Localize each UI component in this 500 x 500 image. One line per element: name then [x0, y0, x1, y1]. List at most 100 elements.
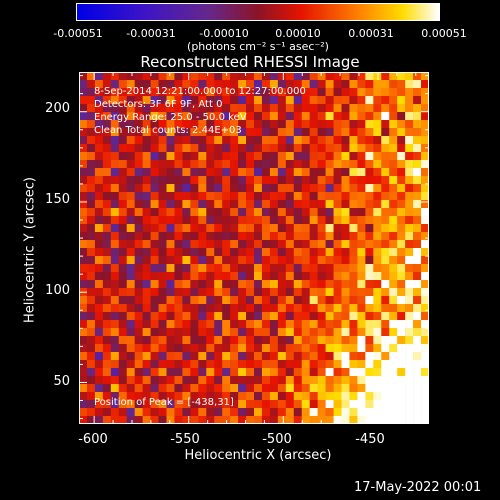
heatmap-cell	[254, 104, 263, 113]
heatmap-cell	[365, 96, 374, 105]
heatmap-cell	[198, 184, 207, 193]
heatmap-cell	[325, 376, 334, 385]
heatmap-cell	[381, 184, 390, 193]
heatmap-cell	[142, 176, 151, 185]
heatmap-cell	[341, 352, 350, 361]
heatmap-cell	[126, 208, 135, 217]
heatmap-cell	[349, 104, 358, 113]
heatmap-cell	[333, 200, 342, 209]
heatmap-cell	[301, 352, 310, 361]
heatmap-cell	[301, 112, 310, 121]
heatmap-cell	[230, 184, 239, 193]
heatmap-cell	[174, 272, 183, 281]
heatmap-cell	[333, 392, 342, 401]
colorbar-tick-label: 0.00010	[275, 27, 321, 40]
heatmap-cell	[166, 96, 175, 105]
heatmap-cell	[198, 272, 207, 281]
heatmap-cell	[86, 104, 96, 113]
heatmap-cell	[174, 80, 183, 89]
heatmap-cell	[246, 72, 255, 81]
heatmap-cell	[102, 368, 112, 377]
heatmap-cell	[110, 328, 120, 337]
heatmap-cell	[222, 320, 231, 329]
heatmap-cell	[309, 336, 318, 345]
heatmap-cell	[150, 88, 159, 97]
heatmap-cell	[421, 88, 429, 97]
heatmap-cell	[269, 192, 279, 201]
heatmap-cell	[285, 232, 295, 241]
heatmap-cell	[230, 112, 239, 121]
heatmap-cell	[261, 240, 271, 249]
heatmap-cell	[285, 296, 295, 305]
heatmap-cell	[166, 152, 175, 161]
heatmap-cell	[182, 160, 191, 169]
heatmap-cell	[206, 120, 215, 129]
heatmap-cell	[166, 376, 175, 385]
heatmap-cell	[421, 328, 429, 337]
heatmap-cell	[397, 400, 406, 409]
heatmap-cell	[325, 88, 334, 97]
heatmap-cell	[134, 120, 143, 129]
heatmap-cell	[309, 392, 318, 401]
heatmap-cell	[341, 192, 350, 201]
heatmap-cell	[174, 320, 183, 329]
heatmap-cell	[222, 200, 231, 209]
heatmap-cell	[293, 72, 303, 81]
heatmap-cell	[357, 80, 366, 89]
heatmap-cell	[230, 152, 239, 161]
heatmap-cell	[309, 328, 318, 337]
heatmap-cell	[381, 328, 390, 337]
heatmap-cell	[86, 336, 96, 345]
heatmap-cell	[166, 248, 175, 257]
heatmap-cell	[134, 392, 143, 401]
heatmap-cell	[198, 280, 207, 289]
heatmap-cell	[389, 200, 398, 209]
heatmap-cell	[86, 208, 96, 217]
heatmap-cell	[349, 112, 358, 121]
heatmap-cell	[142, 328, 151, 337]
heatmap-cell	[174, 192, 183, 201]
heatmap-cell	[405, 352, 414, 361]
heatmap-cell	[118, 256, 128, 265]
heatmap-cell	[357, 96, 366, 105]
heatmap-cell	[126, 328, 135, 337]
heatmap-cell	[405, 240, 414, 249]
heatmap-cell	[190, 256, 199, 265]
heatmap-cell	[118, 120, 128, 129]
heatmap-cell	[158, 192, 167, 201]
heatmap-cell	[126, 120, 135, 129]
heatmap-cell	[174, 96, 183, 105]
heatmap-cell	[79, 120, 88, 129]
heatmap-cell	[357, 352, 366, 361]
heatmap-cell	[317, 168, 326, 177]
heatmap-cell	[261, 328, 271, 337]
heatmap-cell	[293, 328, 303, 337]
heatmap-cell	[293, 408, 303, 417]
heatmap-cell	[206, 264, 215, 273]
heatmap-cell	[397, 360, 406, 369]
heatmap-cell	[238, 80, 247, 89]
heatmap-cell	[118, 368, 128, 377]
heatmap-cell	[222, 224, 231, 233]
heatmap-cell	[238, 264, 247, 273]
heatmap-cell	[222, 152, 231, 161]
heatmap-cell	[214, 168, 223, 177]
heatmap-cell	[86, 184, 96, 193]
heatmap-cell	[421, 104, 429, 113]
heatmap-cell	[134, 336, 143, 345]
heatmap-cell	[86, 280, 96, 289]
heatmap-cell	[110, 296, 120, 305]
heatmap-cell	[389, 392, 398, 401]
heatmap-cell	[365, 144, 374, 153]
heatmap-cell	[325, 368, 334, 377]
heatmap-cell	[86, 384, 96, 393]
heatmap-cell	[277, 72, 287, 81]
heatmap-cell	[222, 400, 231, 409]
heatmap-cell	[269, 368, 279, 377]
heatmap-cell	[373, 96, 382, 105]
heatmap-cell	[357, 328, 366, 337]
heatmap-cell	[166, 304, 175, 313]
heatmap-cell	[421, 368, 429, 377]
heatmap-cell	[102, 104, 112, 113]
heatmap-cell	[341, 256, 350, 265]
